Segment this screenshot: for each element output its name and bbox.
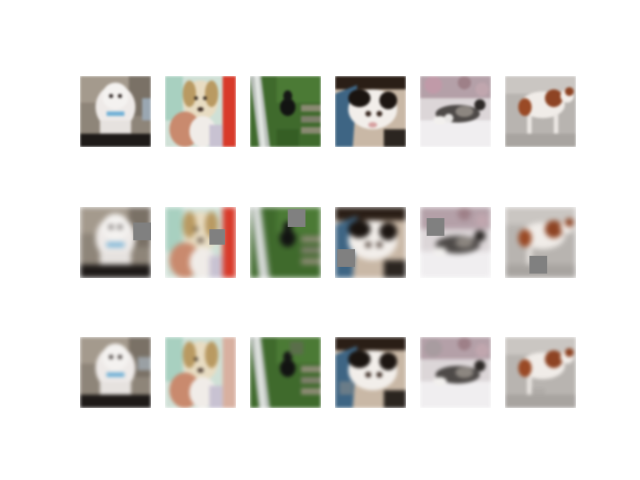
retriever-reconstructed-image xyxy=(165,337,236,408)
tabby-cat-lying-image xyxy=(420,76,491,147)
poodle-masked-image xyxy=(80,207,151,278)
retriever-image xyxy=(165,76,236,147)
mask-patch xyxy=(133,222,151,241)
poodle-image xyxy=(80,76,151,147)
cat-on-blue-reconstructed-image xyxy=(335,337,406,408)
dark-dog-on-grass-masked-image xyxy=(250,207,321,278)
retriever-masked-image xyxy=(165,207,236,278)
mask-patch xyxy=(337,249,355,267)
poodle-reconstructed-image xyxy=(80,337,151,408)
spaniel-on-rug-image xyxy=(505,76,576,147)
spaniel-on-rug-reconstructed-image xyxy=(505,337,576,408)
cat-on-blue-masked-image xyxy=(335,207,406,278)
mask-patch xyxy=(209,229,225,245)
cat-on-blue-image xyxy=(335,76,406,147)
tabby-cat-lying-reconstructed-image xyxy=(420,337,491,408)
dark-dog-on-grass-image xyxy=(250,76,321,147)
dark-dog-on-grass-reconstructed-image xyxy=(250,337,321,408)
mask-patch xyxy=(529,255,548,274)
original-images-row xyxy=(0,76,640,147)
tabby-cat-lying-masked-image xyxy=(420,207,491,278)
spaniel-on-rug-masked-image xyxy=(505,207,576,278)
mask-patch xyxy=(287,209,306,227)
reconstructed-images-row xyxy=(0,337,640,408)
masked-images-row xyxy=(0,207,640,278)
mask-patch xyxy=(426,218,445,236)
